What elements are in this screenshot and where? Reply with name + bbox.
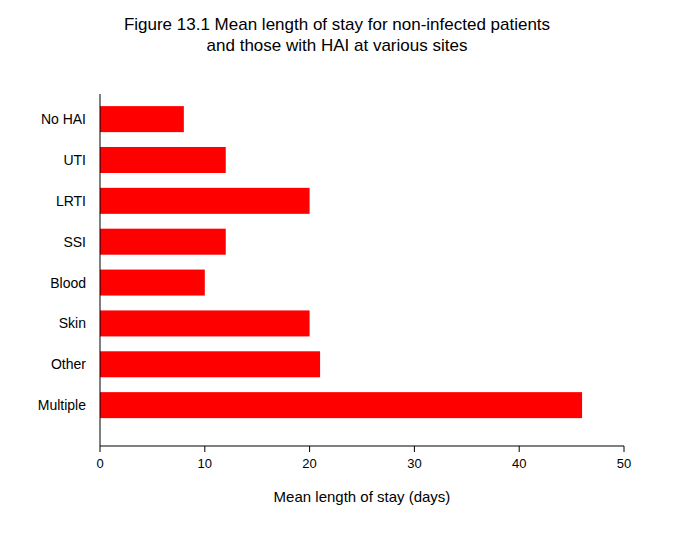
title-line: and those with HAI at various sites <box>207 36 468 55</box>
bar <box>100 147 226 173</box>
x-tick <box>624 446 625 452</box>
chart-container: Figure 13.1 Mean length of stay for non-… <box>0 0 674 553</box>
x-tick-label: 50 <box>617 456 631 471</box>
bar <box>100 106 184 132</box>
x-tick-label: 10 <box>198 456 212 471</box>
category-label: UTI <box>63 152 86 168</box>
title-line: Figure 13.1 Mean length of stay for non-… <box>124 15 550 34</box>
x-tick <box>204 446 205 452</box>
bar <box>100 188 310 214</box>
category-label: SSI <box>63 234 86 250</box>
x-tick-label: 40 <box>512 456 526 471</box>
x-tick-label: 30 <box>407 456 421 471</box>
bars <box>100 106 582 418</box>
x-axis-label: Mean length of stay (days) <box>274 488 451 505</box>
category-label: No HAI <box>41 111 86 127</box>
x-axis-line <box>100 446 624 447</box>
category-label: Other <box>51 356 86 372</box>
x-tick-label: 0 <box>96 456 103 471</box>
category-label: LRTI <box>56 193 86 209</box>
bar <box>100 229 226 255</box>
x-tick <box>414 446 415 452</box>
x-tick <box>100 446 101 452</box>
category-label: Blood <box>50 275 86 291</box>
bar <box>100 392 582 418</box>
category-label: Skin <box>59 315 86 331</box>
x-tick-label: 20 <box>302 456 316 471</box>
bar <box>100 310 310 336</box>
category-label: Multiple <box>38 397 86 413</box>
x-tick <box>519 446 520 452</box>
bar <box>100 270 205 296</box>
y-axis-line <box>100 94 101 446</box>
chart-title: Figure 13.1 Mean length of stay for non-… <box>124 15 550 55</box>
chart-svg: Figure 13.1 Mean length of stay for non-… <box>0 0 674 553</box>
bar <box>100 351 320 377</box>
x-tick <box>309 446 310 452</box>
